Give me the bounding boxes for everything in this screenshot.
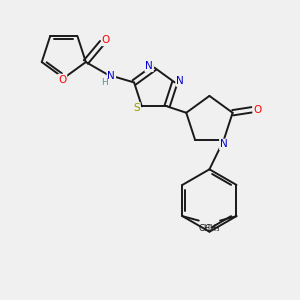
Text: H: H bbox=[101, 78, 107, 87]
Text: O: O bbox=[58, 75, 66, 85]
Text: CH₃: CH₃ bbox=[205, 224, 220, 233]
Text: N: N bbox=[176, 76, 184, 86]
Text: N: N bbox=[220, 140, 228, 149]
Text: N: N bbox=[107, 71, 115, 81]
Text: O: O bbox=[102, 35, 110, 45]
Text: S: S bbox=[133, 103, 140, 113]
Text: N: N bbox=[145, 61, 153, 71]
Text: CH₃: CH₃ bbox=[199, 224, 214, 233]
Text: O: O bbox=[253, 105, 261, 115]
